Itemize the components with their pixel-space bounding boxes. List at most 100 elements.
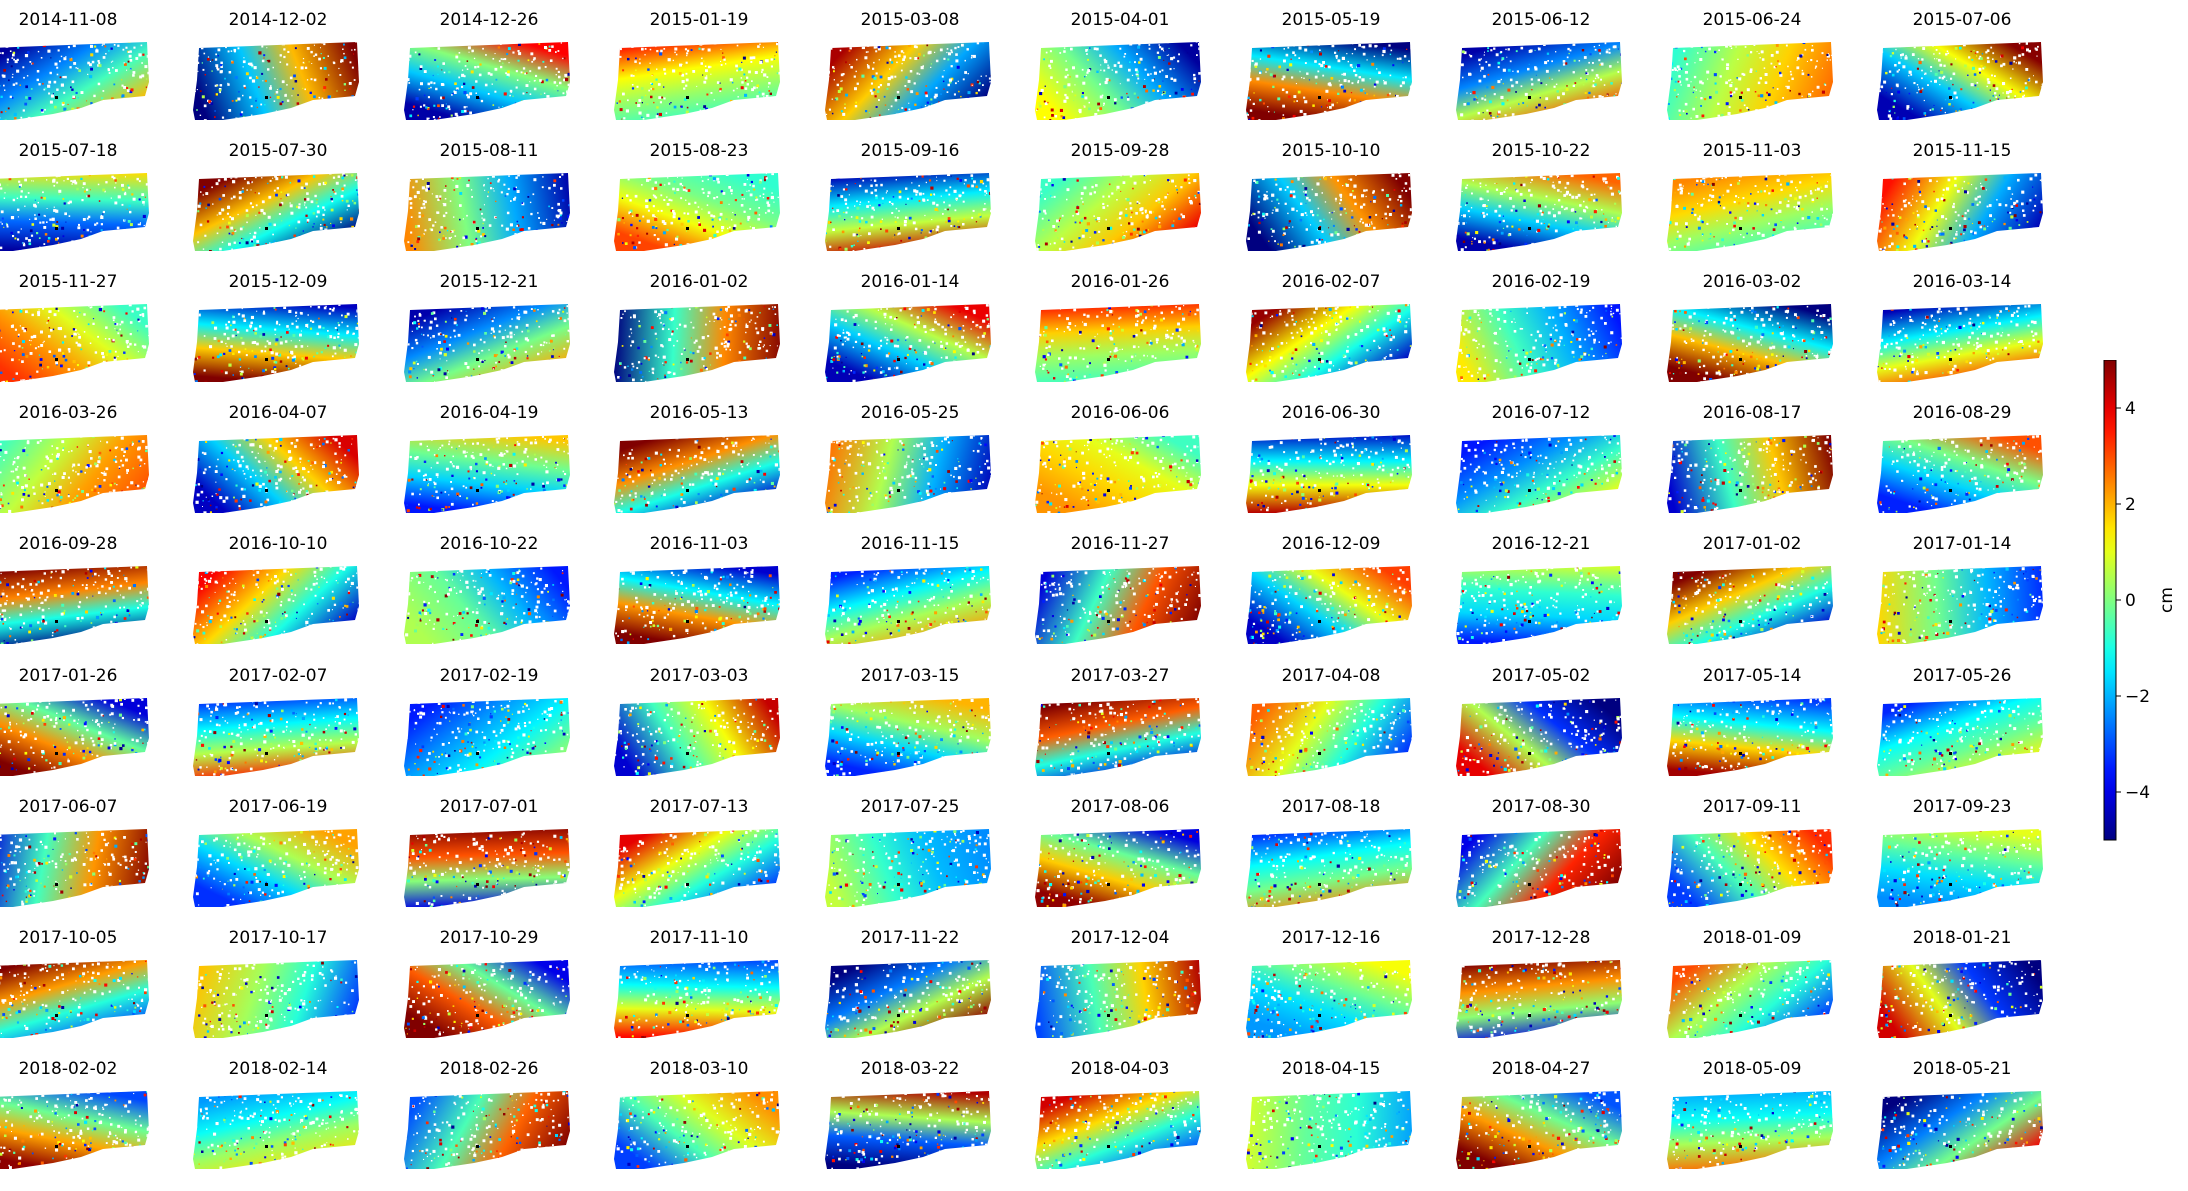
displacement-map — [0, 829, 149, 907]
reference-point-marker — [686, 227, 689, 230]
reference-point-marker — [1107, 96, 1110, 99]
panel-2016-03-26: 2016-03-26 — [0, 403, 153, 513]
reference-point-marker — [897, 358, 900, 361]
panel-2015-11-15: 2015-11-15 — [1877, 141, 2047, 251]
displacement-map — [1456, 304, 1622, 382]
panel-2016-01-26: 2016-01-26 — [1035, 272, 1205, 382]
reference-point-marker — [1739, 489, 1742, 492]
panel-2014-11-08: 2014-11-08 — [0, 10, 153, 120]
reference-point-marker — [1318, 883, 1321, 886]
panel-2016-08-29: 2016-08-29 — [1877, 403, 2047, 513]
reference-point-marker — [55, 96, 58, 99]
displacement-map — [1246, 829, 1412, 907]
panel-2017-07-25: 2017-07-25 — [825, 797, 995, 907]
displacement-map — [1246, 960, 1412, 1038]
panel-2016-03-02: 2016-03-02 — [1667, 272, 1837, 382]
displacement-map — [404, 173, 570, 251]
reference-point-marker — [1949, 358, 1952, 361]
reference-point-marker — [1528, 1014, 1531, 1017]
panel-date-title: 2017-08-30 — [1456, 797, 1626, 817]
reference-point-marker — [897, 620, 900, 623]
panel-2015-08-23: 2015-08-23 — [614, 141, 784, 251]
reference-point-marker — [1107, 620, 1110, 623]
displacement-map — [1035, 829, 1201, 907]
reference-point-marker — [1949, 489, 1952, 492]
panel-date-title: 2016-12-09 — [1246, 534, 1416, 554]
panel-2017-11-22: 2017-11-22 — [825, 928, 995, 1038]
panel-date-title: 2014-12-26 — [404, 10, 574, 30]
panel-2017-02-07: 2017-02-07 — [193, 666, 363, 776]
reference-point-marker — [897, 489, 900, 492]
displacement-map — [1246, 698, 1412, 776]
panel-date-title: 2017-05-26 — [1877, 666, 2047, 686]
panel-2017-10-17: 2017-10-17 — [193, 928, 363, 1038]
reference-point-marker — [1949, 620, 1952, 623]
displacement-map — [1456, 829, 1622, 907]
reference-point-marker — [686, 1014, 689, 1017]
panel-date-title: 2017-03-27 — [1035, 666, 1205, 686]
displacement-map — [193, 566, 359, 644]
reference-point-marker — [1739, 752, 1742, 755]
displacement-map — [1035, 304, 1201, 382]
panel-2016-06-30: 2016-06-30 — [1246, 403, 1416, 513]
panel-date-title: 2016-08-17 — [1667, 403, 1837, 423]
panel-2015-06-12: 2015-06-12 — [1456, 10, 1626, 120]
colorbar-gradient — [2103, 360, 2117, 841]
displacement-map — [614, 698, 780, 776]
panel-date-title: 2016-01-26 — [1035, 272, 1205, 292]
panel-2018-02-26: 2018-02-26 — [404, 1059, 574, 1169]
panel-date-title: 2015-05-19 — [1246, 10, 1416, 30]
displacement-map — [193, 829, 359, 907]
displacement-map — [825, 566, 991, 644]
panel-2015-10-22: 2015-10-22 — [1456, 141, 1626, 251]
reference-point-marker — [1107, 1145, 1110, 1148]
reference-point-marker — [1528, 358, 1531, 361]
displacement-map — [825, 1091, 991, 1169]
panel-date-title: 2015-09-16 — [825, 141, 995, 161]
colorbar: −4 −2 0 2 4 cm — [2103, 360, 2177, 841]
reference-point-marker — [55, 227, 58, 230]
displacement-map — [193, 42, 359, 120]
displacement-map — [1667, 829, 1833, 907]
panel-date-title: 2018-05-21 — [1877, 1059, 2047, 1079]
displacement-map — [1456, 173, 1622, 251]
reference-point-marker — [1528, 620, 1531, 623]
panel-2016-04-19: 2016-04-19 — [404, 403, 574, 513]
reference-point-marker — [476, 1145, 479, 1148]
panel-2017-01-02: 2017-01-02 — [1667, 534, 1837, 644]
panel-2017-07-01: 2017-07-01 — [404, 797, 574, 907]
displacement-map — [825, 698, 991, 776]
panel-2016-03-14: 2016-03-14 — [1877, 272, 2047, 382]
panel-2016-05-13: 2016-05-13 — [614, 403, 784, 513]
reference-point-marker — [476, 752, 479, 755]
panel-2017-08-06: 2017-08-06 — [1035, 797, 1205, 907]
reference-point-marker — [1949, 883, 1952, 886]
displacement-map — [1456, 566, 1622, 644]
panel-2018-02-02: 2018-02-02 — [0, 1059, 153, 1169]
panel-2017-07-13: 2017-07-13 — [614, 797, 784, 907]
panel-date-title: 2015-11-15 — [1877, 141, 2047, 161]
panel-date-title: 2017-05-14 — [1667, 666, 1837, 686]
displacement-map — [404, 304, 570, 382]
displacement-map — [1035, 698, 1201, 776]
panel-2017-06-07: 2017-06-07 — [0, 797, 153, 907]
colorbar-tick-label: 4 — [2125, 399, 2136, 419]
reference-point-marker — [265, 489, 268, 492]
panel-date-title: 2018-04-27 — [1456, 1059, 1626, 1079]
displacement-map — [0, 435, 149, 513]
panel-2017-01-14: 2017-01-14 — [1877, 534, 2047, 644]
panel-date-title: 2017-08-06 — [1035, 797, 1205, 817]
panel-date-title: 2016-01-14 — [825, 272, 995, 292]
displacement-map — [614, 42, 780, 120]
panel-date-title: 2016-06-30 — [1246, 403, 1416, 423]
displacement-map — [614, 1091, 780, 1169]
panel-date-title: 2016-10-10 — [193, 534, 363, 554]
displacement-map — [1035, 42, 1201, 120]
panel-date-title: 2018-04-15 — [1246, 1059, 1416, 1079]
reference-point-marker — [686, 620, 689, 623]
displacement-map — [825, 304, 991, 382]
panel-date-title: 2015-06-12 — [1456, 10, 1626, 30]
reference-point-marker — [476, 1014, 479, 1017]
panel-2016-09-28: 2016-09-28 — [0, 534, 153, 644]
panel-2016-02-07: 2016-02-07 — [1246, 272, 1416, 382]
